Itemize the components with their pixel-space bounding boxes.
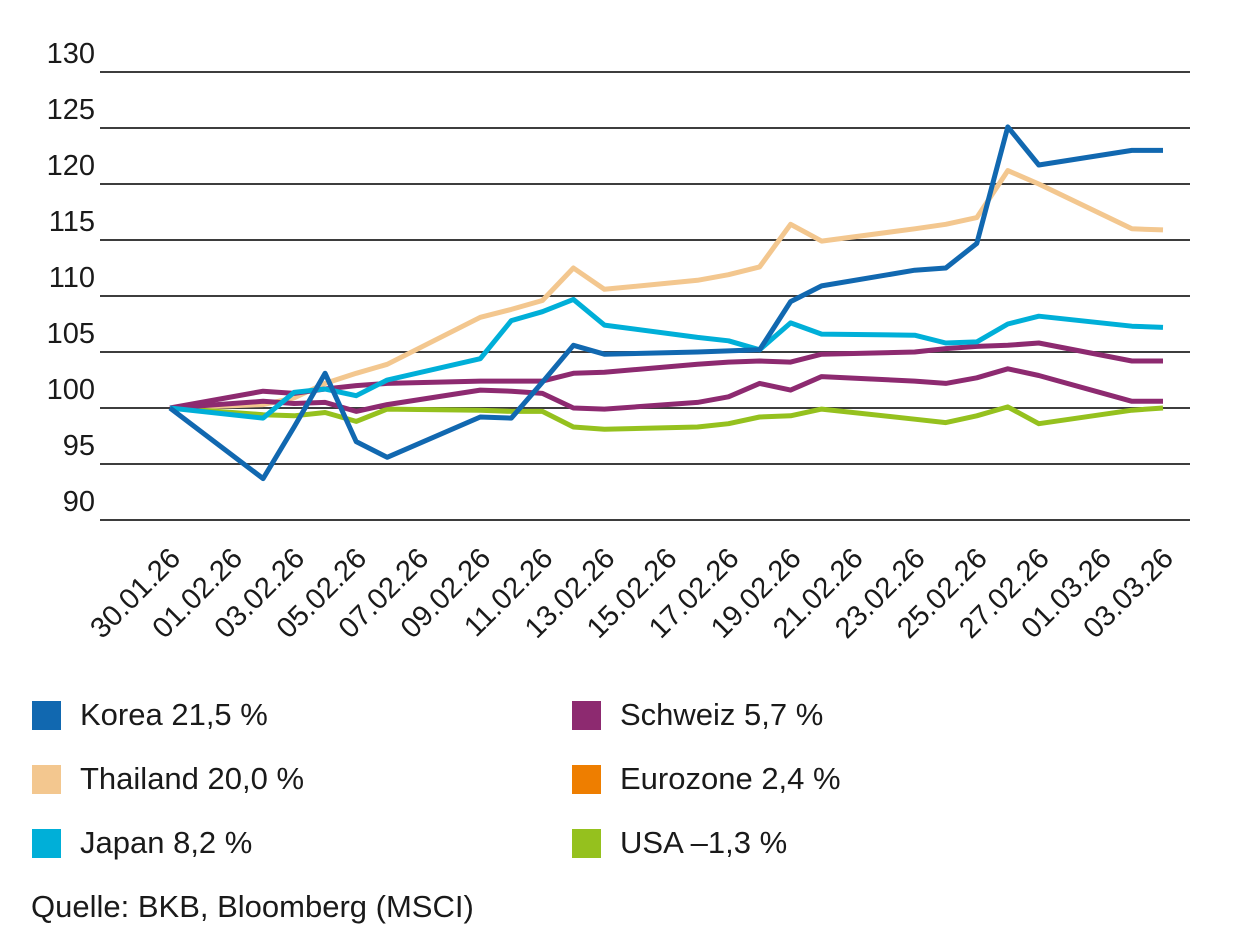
- legend-item-schweiz: Schweiz 5,7 %: [572, 698, 823, 732]
- legend-item-thailand: Thailand 20,0 %: [32, 762, 304, 796]
- y-tick-label-130: 130: [47, 38, 95, 70]
- legend-item-usa: USA –1,3 %: [572, 826, 787, 860]
- series-line-schweiz: [169, 340, 1163, 411]
- source-note: Quelle: BKB, Bloomberg (MSCI): [31, 889, 474, 924]
- legend-swatch-japan: [32, 828, 61, 858]
- y-tick-label-110: 110: [49, 262, 95, 294]
- legend-label-usa: USA –1,3 %: [620, 825, 788, 860]
- y-tick-label-115: 115: [49, 206, 95, 238]
- x-axis-labels: 30.01.2601.02.2603.02.2605.02.2607.02.26…: [84, 542, 1179, 644]
- series-line-eurozone: [169, 366, 1163, 414]
- legend-swatch-usa: [572, 828, 601, 858]
- legend-label-japan: Japan 8,2 %: [80, 825, 253, 860]
- series-line-korea: [168, 124, 1163, 482]
- series-lines: [168, 124, 1164, 482]
- performance-line-chart: 130 125 120 115 110 105 100 95 90 30.01.2601.02.…: [47, 38, 1190, 645]
- y-tick-label-95: 95: [63, 430, 95, 462]
- chart-legend: Korea 21,5 % Thailand 20,0 % Japan 8,2 %…: [0, 0, 1246, 860]
- legend-label-eurozone: Eurozone 2,4 %: [620, 761, 841, 796]
- y-tick-label-90: 90: [63, 486, 95, 518]
- y-tick-label-125: 125: [47, 94, 95, 126]
- legend-swatch-thailand: [32, 764, 61, 794]
- y-tick-label-120: 120: [47, 150, 95, 182]
- legend-swatch-korea: [32, 700, 61, 730]
- series-line-usa: [169, 404, 1164, 432]
- legend-swatch-eurozone: [572, 764, 601, 794]
- y-tick-label-100: 100: [47, 374, 95, 406]
- series-line-japan: [169, 296, 1164, 421]
- y-axis-labels: 130 125 120 115 110 105 100 95 90: [47, 38, 95, 518]
- legend-label-thailand: Thailand 20,0 %: [80, 761, 305, 796]
- legend-item-eurozone: Eurozone 2,4 %: [572, 762, 841, 796]
- legend-item-japan: Japan 8,2 %: [32, 826, 252, 860]
- legend-item-korea: Korea 21,5 %: [32, 698, 268, 732]
- legend-swatch-schweiz: [572, 700, 601, 730]
- y-tick-label-105: 105: [47, 318, 95, 350]
- legend-label-schweiz: Schweiz 5,7 %: [620, 697, 824, 732]
- legend-label-korea: Korea 21,5 %: [80, 697, 268, 732]
